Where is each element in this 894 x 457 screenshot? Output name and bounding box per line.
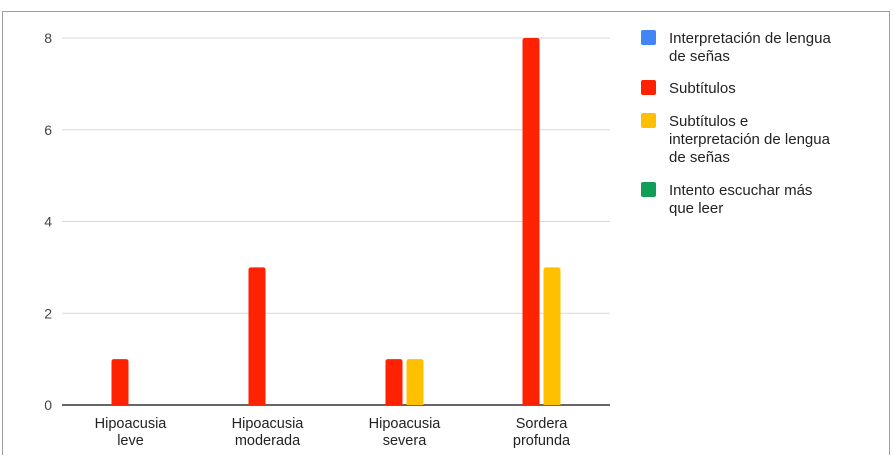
x-tick-label: Hipoacusia moderada (232, 416, 305, 449)
legend-label-line: interpretación de lengua (669, 131, 831, 148)
y-tick-label: 6 (44, 122, 52, 138)
x-tick-label-line: profunda (513, 433, 571, 449)
bar (248, 267, 266, 405)
x-tick-label: Sordera profunda (513, 416, 571, 449)
legend-label-line: de señas (669, 48, 730, 65)
legend-label-line: Subtítulos e (669, 113, 748, 130)
x-tick-label: Hipoacusia severa (369, 416, 442, 449)
bar (522, 38, 540, 405)
legend-label-line: Intento escuchar más (669, 182, 812, 199)
y-tick-label: 0 (44, 397, 52, 413)
legend-swatch (641, 182, 656, 197)
legend-label: Subtítulos e interpretación de lengua de s… (669, 113, 831, 166)
legend-label: Subtítulos (669, 80, 736, 97)
x-tick-label-line: moderada (235, 433, 301, 449)
y-tick-label: 4 (44, 214, 52, 230)
x-tick-label-line: severa (383, 433, 427, 449)
y-tick-label: 2 (44, 305, 52, 321)
legend-label: Intento escuchar más que leer (669, 182, 812, 217)
bar (406, 359, 424, 405)
legend-swatch (641, 30, 656, 45)
x-tick-label-line: Hipoacusia (369, 416, 442, 432)
legend-label-line: de señas (669, 149, 730, 166)
x-tick-label-line: leve (117, 433, 144, 449)
y-tick-label: 8 (44, 30, 52, 46)
bar (385, 359, 403, 405)
legend-label-line: que leer (669, 200, 723, 217)
bar (111, 359, 129, 405)
x-tick-label-line: Sordera (516, 416, 569, 432)
chart-frame (2, 11, 890, 455)
bar (543, 267, 561, 405)
x-tick-label-line: Hipoacusia (232, 416, 305, 432)
legend-label-line: Interpretación de lengua (669, 30, 831, 47)
legend-label-line: Subtítulos (669, 80, 736, 97)
legend-swatch (641, 113, 656, 128)
x-tick-label: Hipoacusia leve (95, 416, 168, 449)
legend-swatch (641, 80, 656, 95)
legend-label: Interpretación de lengua de señas (669, 30, 831, 65)
x-tick-label-line: Hipoacusia (95, 416, 168, 432)
